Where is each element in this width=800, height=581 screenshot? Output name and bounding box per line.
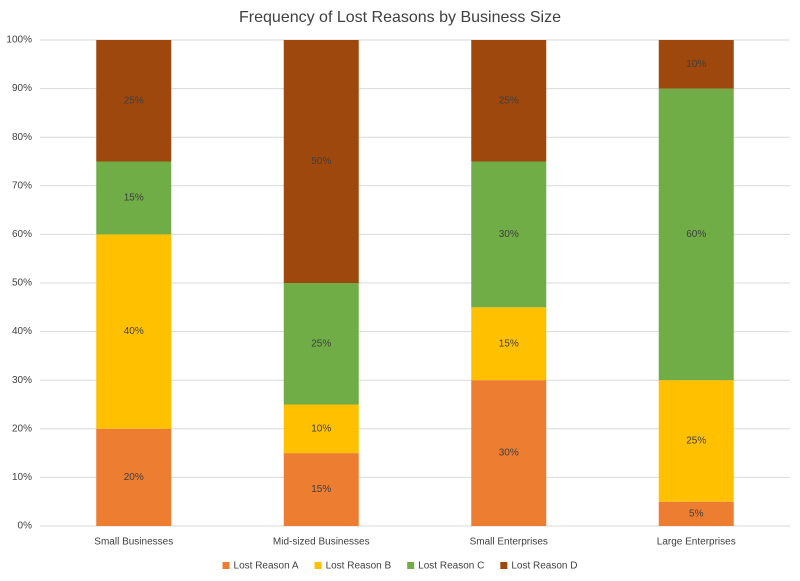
legend-swatch xyxy=(407,562,415,569)
y-tick-label: 10% xyxy=(12,472,32,483)
y-tick-label: 60% xyxy=(12,229,32,240)
bar-segment xyxy=(283,283,359,405)
y-tick-label: 50% xyxy=(12,278,32,289)
legend-label: Lost Reason C xyxy=(418,561,484,572)
chart-title: Frequency of Lost Reasons by Business Si… xyxy=(239,9,561,26)
data-label: 25% xyxy=(124,95,144,106)
data-label: 15% xyxy=(311,484,331,495)
data-label: 30% xyxy=(499,229,519,240)
data-label: 25% xyxy=(686,436,706,447)
x-tick-label: Mid-sized Businesses xyxy=(273,537,370,548)
legend-label: Lost Reason A xyxy=(234,561,299,572)
data-label: 5% xyxy=(689,508,704,519)
y-tick-label: 100% xyxy=(6,35,32,46)
x-tick-label: Small Businesses xyxy=(94,537,173,548)
y-tick-label: 20% xyxy=(12,423,32,434)
legend-label: Lost Reason D xyxy=(511,561,577,572)
y-tick-label: 80% xyxy=(12,132,32,143)
data-label: 10% xyxy=(311,423,331,434)
bar-segment xyxy=(283,40,359,283)
bar-segment xyxy=(658,380,734,502)
y-tick-label: 70% xyxy=(12,180,32,191)
y-tick-label: 0% xyxy=(18,521,33,532)
bar-segment xyxy=(96,428,172,526)
data-label: 40% xyxy=(124,326,144,337)
data-label: 30% xyxy=(499,448,519,459)
y-tick-label: 90% xyxy=(12,83,32,94)
legend-swatch xyxy=(314,562,322,569)
bar-segment xyxy=(471,161,547,308)
data-label: 10% xyxy=(686,59,706,70)
bar-segment xyxy=(658,88,734,381)
data-label: 25% xyxy=(311,338,331,349)
x-tick-label: Small Enterprises xyxy=(470,537,548,548)
legend-swatch xyxy=(222,562,230,569)
bar-segment xyxy=(283,453,359,526)
y-tick-label: 40% xyxy=(12,326,32,337)
bar-segment xyxy=(283,404,359,454)
bar-segment xyxy=(471,307,547,381)
data-label: 50% xyxy=(311,156,331,167)
bar-segment xyxy=(471,40,547,162)
legend: Lost Reason A Lost Reason B Lost Reason C L… xyxy=(222,561,577,572)
bar-segment xyxy=(471,380,547,526)
legend-swatch xyxy=(500,562,508,569)
bar-segment xyxy=(96,161,172,235)
y-tick-label: 30% xyxy=(12,375,32,386)
data-label: 25% xyxy=(499,95,519,106)
bar-segment xyxy=(96,234,172,429)
bar-segment xyxy=(658,40,734,89)
bar-segment xyxy=(658,501,734,526)
data-label: 15% xyxy=(124,193,144,204)
data-label: 60% xyxy=(686,229,706,240)
data-label: 15% xyxy=(499,338,519,349)
x-tick-label: Large Enterprises xyxy=(657,537,736,548)
data-label: 20% xyxy=(124,472,144,483)
bar-segment xyxy=(96,40,172,162)
legend-label: Lost Reason B xyxy=(326,561,392,572)
